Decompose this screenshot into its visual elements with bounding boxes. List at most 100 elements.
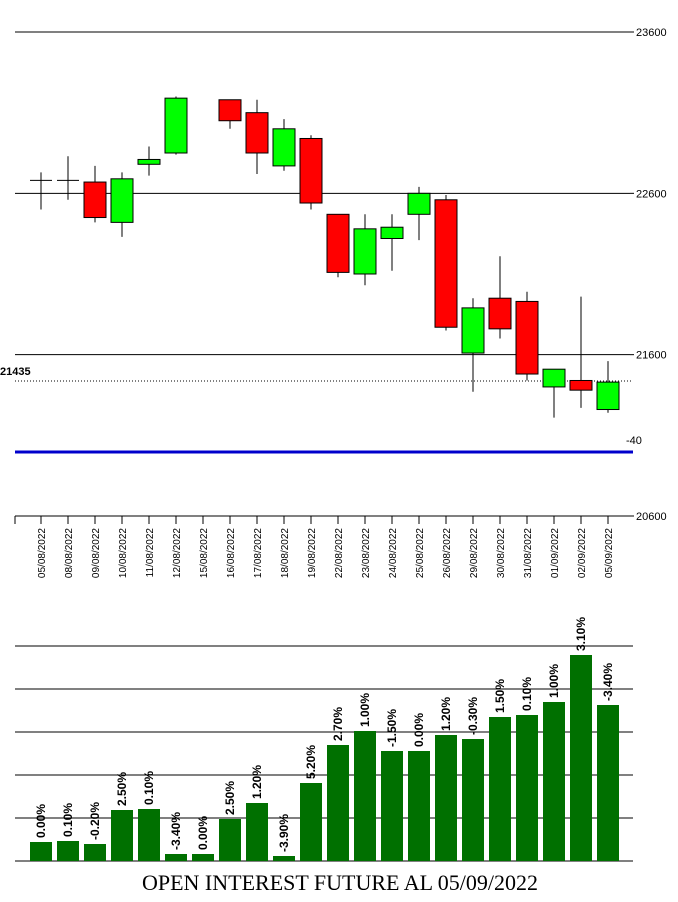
oi-bar: [246, 803, 268, 861]
oi-bar-label: 5.20%: [304, 745, 318, 779]
candle-body: [218, 99, 242, 122]
candle-body: [353, 228, 377, 275]
oi-bar-label: 1.00%: [358, 693, 372, 727]
oi-bar: [408, 751, 430, 861]
oi-bar: [327, 745, 349, 861]
oi-gridlines: [15, 645, 633, 862]
oi-bar-label: 0.10%: [142, 771, 156, 805]
oi-bar: [30, 842, 52, 861]
date-tick-label: 09/08/2022: [91, 528, 102, 578]
oi-bars: [30, 655, 619, 861]
reference-line-label: 21435: [0, 366, 31, 378]
date-tick-label: 01/09/2022: [550, 528, 561, 578]
candle-body: [245, 112, 269, 154]
date-tick-label: 25/08/2022: [415, 528, 426, 578]
date-tick-label: 02/09/2022: [577, 528, 588, 578]
date-tick-label: 19/08/2022: [307, 528, 318, 578]
oi-bar-labels: 0.00% 0.10% -0.20% 2.50% 0.10% -3.40% 0.00% 2.5…: [34, 617, 615, 852]
oi-bar: [138, 809, 160, 861]
price-tick-label: 23600: [636, 27, 667, 39]
oi-bar-label: 0.00%: [34, 804, 48, 838]
date-tick-label: 30/08/2022: [496, 528, 507, 578]
oi-bar: [435, 735, 457, 861]
oi-bar-label: -0.30%: [466, 697, 480, 735]
oi-bar-label: 0.10%: [520, 677, 534, 711]
oi-bar: [111, 810, 133, 861]
oi-bar: [543, 702, 565, 861]
oi-bar-label: 1.20%: [439, 697, 453, 731]
open-interest-chart: 0.00% 0.10% -0.20% 2.50% 0.10% -3.40% 0.00% 2.5…: [15, 617, 633, 895]
price-gridlines: [15, 31, 634, 517]
date-tick-label: 05/08/2022: [37, 528, 48, 578]
oi-bar: [489, 717, 511, 861]
date-tick-label: 10/08/2022: [118, 528, 129, 578]
oi-bar-label: 2.50%: [223, 781, 237, 815]
candle-body: [488, 297, 512, 330]
date-tick-label: 18/08/2022: [280, 528, 291, 578]
candle-body: [434, 199, 458, 328]
candle-body: [407, 192, 431, 215]
date-tick-label: 24/08/2022: [388, 528, 399, 578]
oi-bar-label: 0.00%: [412, 713, 426, 747]
date-tick-label: 15/08/2022: [199, 528, 210, 578]
oi-bar-label: -3.40%: [169, 812, 183, 850]
price-axis-labels: 23600 22600 21600 20600: [636, 27, 667, 523]
oi-bar-label: 0.10%: [61, 803, 75, 837]
candle-body: [515, 300, 539, 375]
date-axis: 05/08/2022 08/08/2022 09/08/2022 10/08/2022…: [14, 516, 615, 578]
oi-bar-label: -3.40%: [601, 663, 615, 701]
oi-bar-label: -1.50%: [385, 709, 399, 747]
oi-bar: [84, 844, 106, 861]
candle-body: [137, 158, 161, 165]
price-tick-label: 21600: [636, 350, 667, 362]
oi-bar: [354, 731, 376, 861]
oi-bar-label: 2.70%: [331, 707, 345, 741]
candle-body: [596, 381, 620, 411]
oi-bar: [570, 655, 592, 861]
date-tick-label: 05/09/2022: [604, 528, 615, 578]
oi-bar: [462, 739, 484, 861]
price-tick-label: 22600: [636, 188, 667, 200]
oi-bar: [381, 751, 403, 861]
date-tick-label: 17/08/2022: [253, 528, 264, 578]
date-tick-label: 26/08/2022: [442, 528, 453, 578]
candle-body: [110, 178, 134, 223]
date-tick-label: 12/08/2022: [172, 528, 183, 578]
date-tick-label: 08/08/2022: [64, 528, 75, 578]
date-tick-label: 22/08/2022: [334, 528, 345, 578]
oi-bar-label: -0.20%: [88, 802, 102, 840]
candlestick-chart: 23600 22600 21600 20600 21435 -40 05/08/202…: [0, 27, 667, 578]
oi-bar: [273, 856, 295, 861]
candle-body: [326, 213, 350, 273]
date-tick-label: 31/08/2022: [523, 528, 534, 578]
oi-bar: [300, 783, 322, 861]
oi-bar: [57, 841, 79, 861]
oi-bar: [165, 854, 187, 861]
date-tick-label: 29/08/2022: [469, 528, 480, 578]
oi-chart-title: OPEN INTEREST FUTURE AL 05/09/2022: [142, 870, 538, 895]
candle-body: [569, 379, 593, 391]
date-tick-label: 23/08/2022: [361, 528, 372, 578]
indicator-label: -40: [626, 435, 642, 447]
oi-bar-label: -3.90%: [277, 814, 291, 852]
candle-body: [461, 307, 485, 354]
oi-bar-label: 2.50%: [115, 772, 129, 806]
price-tick-label: 20600: [636, 511, 667, 523]
candle-body: [164, 97, 188, 154]
candle-body: [299, 137, 323, 204]
candle-body: [542, 368, 566, 388]
oi-bar-label: 1.00%: [547, 664, 561, 698]
oi-bar-label: 1.20%: [250, 765, 264, 799]
oi-bar-label: 3.10%: [574, 617, 588, 651]
candles: [30, 96, 620, 418]
candle-body: [83, 181, 107, 219]
oi-bar: [516, 715, 538, 861]
date-tick-label: 11/08/2022: [145, 528, 156, 578]
oi-bar-label: 1.50%: [493, 679, 507, 713]
oi-bar: [192, 854, 214, 861]
candle-body: [272, 128, 296, 167]
oi-bar: [219, 819, 241, 861]
oi-bar: [597, 705, 619, 861]
date-tick-label: 16/08/2022: [226, 528, 237, 578]
